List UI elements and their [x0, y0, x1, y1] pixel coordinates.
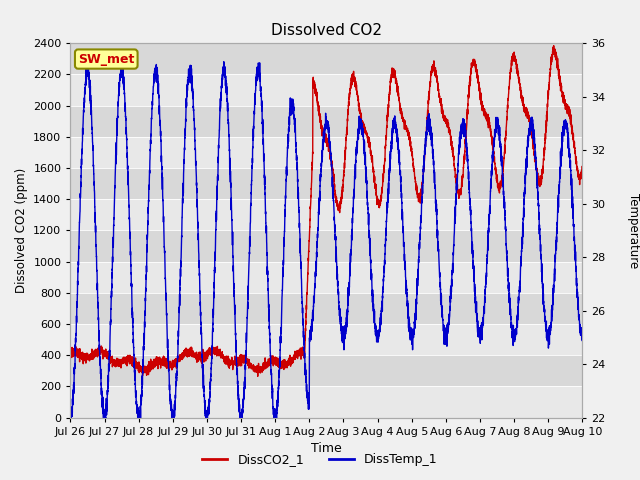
Bar [70, 355, 582, 386]
Bar [70, 43, 582, 74]
Bar [70, 168, 582, 199]
Bar [70, 74, 582, 106]
Bar [70, 230, 582, 262]
Legend: DissCO2_1, DissTemp_1: DissCO2_1, DissTemp_1 [197, 448, 443, 471]
Bar [70, 386, 582, 418]
Text: SW_met: SW_met [78, 53, 134, 66]
Bar [70, 137, 582, 168]
Bar [70, 199, 582, 230]
Title: Dissolved CO2: Dissolved CO2 [271, 23, 382, 38]
Y-axis label: Dissolved CO2 (ppm): Dissolved CO2 (ppm) [15, 168, 28, 293]
X-axis label: Time: Time [311, 442, 342, 455]
Bar [70, 106, 582, 137]
Bar [70, 293, 582, 324]
Bar [70, 262, 582, 293]
Y-axis label: Temperature: Temperature [627, 193, 639, 268]
Bar [70, 324, 582, 355]
